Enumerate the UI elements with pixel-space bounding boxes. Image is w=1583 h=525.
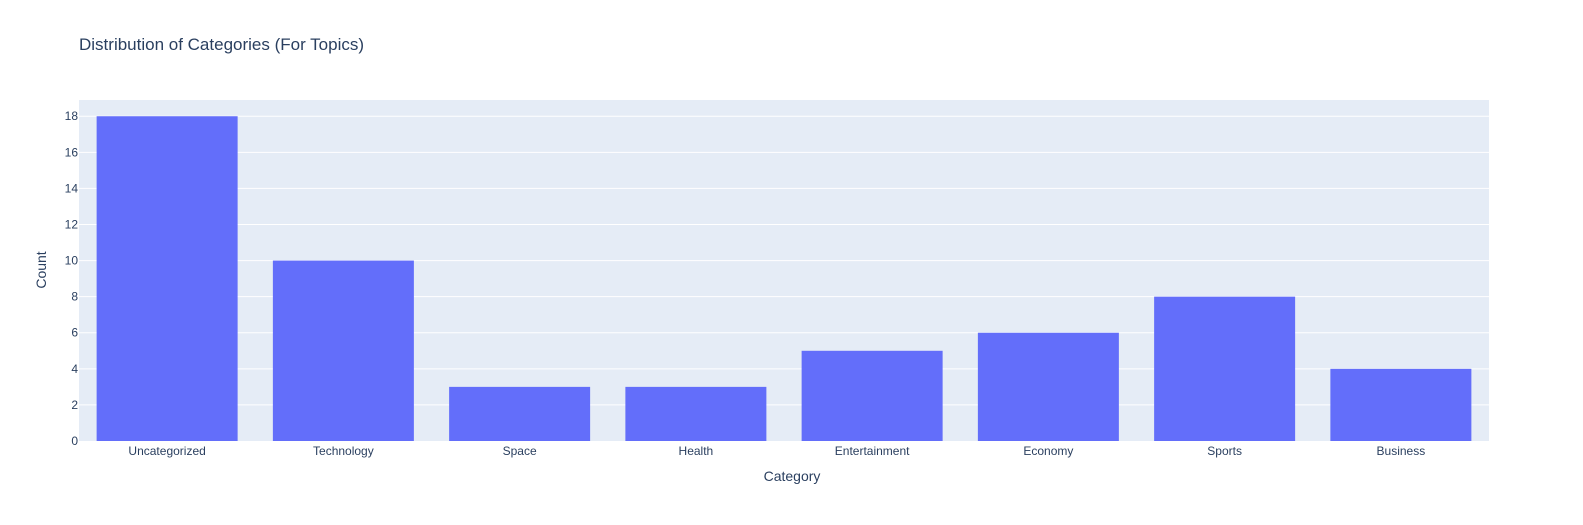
y-tick-label: 18 <box>65 109 79 123</box>
bar-uncategorized[interactable] <box>96 116 238 441</box>
y-tick-label: 10 <box>65 254 79 268</box>
y-tick-label: 2 <box>71 398 78 412</box>
bar-business[interactable] <box>1330 368 1472 441</box>
x-tick-label-uncategorized: Uncategorized <box>128 444 205 458</box>
y-axis-title: Count <box>33 251 49 288</box>
x-axis-ticks: Uncategorized Technology Space Health Entert… <box>128 444 1425 458</box>
y-tick-label: 6 <box>71 326 78 340</box>
bar-sports[interactable] <box>1154 296 1296 441</box>
x-tick-label-entertainment: Entertainment <box>835 444 910 458</box>
y-axis-ticks: 0 2 4 6 8 10 12 14 16 18 <box>65 109 79 448</box>
y-tick-label: 0 <box>71 434 78 448</box>
y-tick-label: 12 <box>65 217 79 231</box>
bar-space[interactable] <box>449 386 591 441</box>
x-tick-label-economy: Economy <box>1023 444 1073 458</box>
x-axis-title: Category <box>764 468 821 484</box>
x-tick-label-technology: Technology <box>313 444 374 458</box>
y-tick-label: 16 <box>65 145 79 159</box>
bar-health[interactable] <box>625 386 767 441</box>
y-tick-label: 8 <box>71 290 78 304</box>
bar-entertainment[interactable] <box>801 350 943 441</box>
x-tick-label-sports: Sports <box>1207 444 1242 458</box>
y-tick-label: 14 <box>65 181 79 195</box>
bar-economy[interactable] <box>977 332 1119 441</box>
y-tick-label: 4 <box>71 362 78 376</box>
bar-technology[interactable] <box>272 260 414 441</box>
bars <box>96 116 1472 441</box>
x-tick-label-health: Health <box>679 444 714 458</box>
x-tick-label-space: Space <box>503 444 537 458</box>
x-tick-label-business: Business <box>1377 444 1426 458</box>
chart-title: Distribution of Categories (For Topics) <box>79 35 364 54</box>
